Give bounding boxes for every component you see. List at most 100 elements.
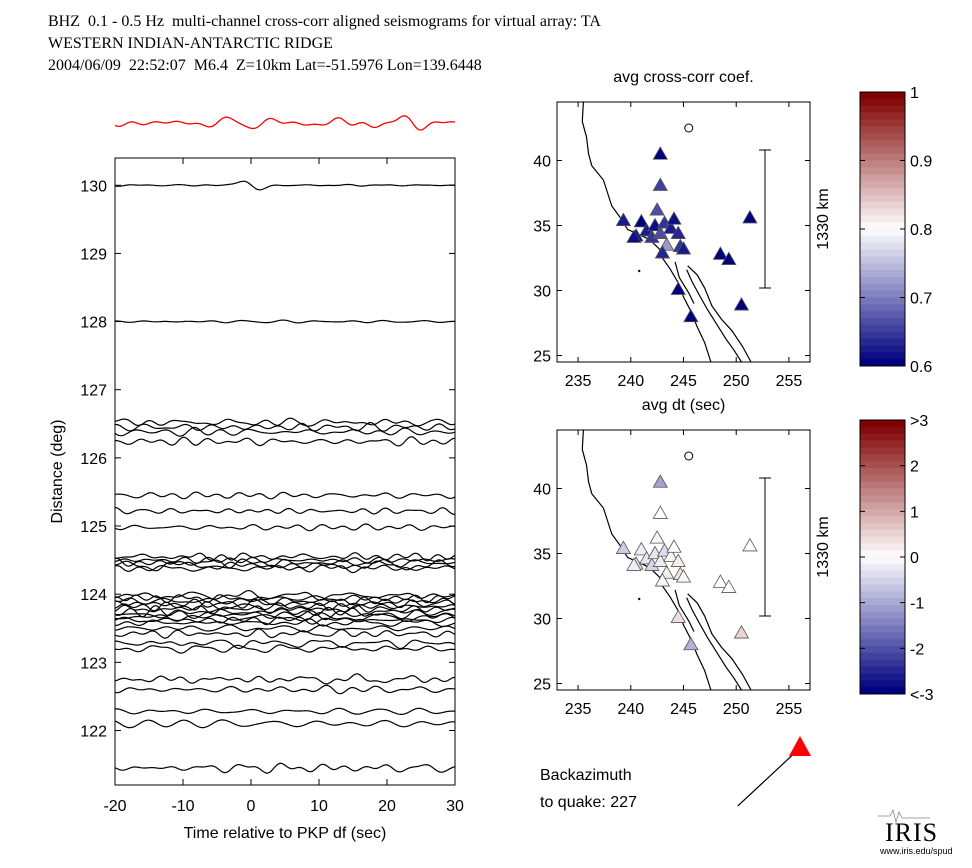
colorbar-segment [860, 139, 905, 148]
coastline [686, 597, 743, 691]
seismogram-trace [114, 628, 456, 639]
colorbar-segment [860, 488, 905, 496]
stack-trace [114, 115, 456, 131]
colorbar-segment [860, 570, 905, 579]
station-marker [652, 505, 668, 519]
colorbar-segment [860, 345, 905, 353]
seismogram-trace [114, 319, 455, 324]
colorbar-segment [860, 338, 905, 346]
seismogram-trace [115, 557, 456, 569]
colorbar-tick-label: -1 [910, 596, 924, 613]
seismogram-trace [115, 618, 456, 628]
colorbar-segment [860, 242, 905, 251]
colorbar-segment [860, 98, 905, 107]
colorbar-segment [860, 276, 905, 285]
station-marker [652, 474, 668, 488]
x-tick-label: 0 [247, 798, 256, 815]
seismogram-trace [114, 180, 455, 191]
colorbar-segment [860, 208, 905, 216]
header-line-3: 2004/06/09 22:52:07 M6.4 Z=10km Lat=-51.… [48, 57, 482, 74]
map-x-tick-label: 245 [670, 701, 697, 718]
colorbar-segment [860, 304, 905, 312]
island-outline [638, 597, 641, 601]
map-y-tick-label: 35 [533, 219, 551, 236]
colorbar-segment [860, 215, 905, 223]
colorbar-segment [860, 598, 905, 606]
colorbar-segment [860, 290, 905, 298]
colorbar-segment [860, 331, 905, 340]
station-marker [670, 553, 686, 567]
colorbar-segment [860, 646, 905, 654]
colorbar-segment [860, 461, 905, 469]
colorbar-tick-label: -2 [910, 641, 924, 658]
colorbar-segment [860, 420, 905, 428]
colorbar-segment [860, 632, 905, 640]
station-marker [633, 213, 650, 228]
station-marker [649, 202, 665, 216]
colorbar-segment [860, 426, 905, 435]
seismogram-trace [114, 608, 456, 621]
y-tick-label: 125 [80, 519, 107, 536]
y-axis-label: Distance (deg) [49, 419, 66, 523]
colorbar-segment [860, 522, 905, 531]
seismogram-trace [114, 559, 456, 572]
colorbar-tick-label: >3 [910, 413, 928, 430]
colorbar-tick-label: <-3 [910, 687, 934, 704]
colorbar-segment [860, 311, 905, 319]
station-marker [742, 209, 758, 224]
x-tick-label: 10 [310, 798, 328, 815]
map-frame [556, 429, 811, 691]
station-marker [666, 539, 682, 553]
header-line-1: BHZ 0.1 - 0.5 Hz multi-channel cross-cor… [48, 13, 601, 30]
coastline [674, 589, 695, 632]
colorbar-segment [860, 433, 905, 442]
island-outline [638, 269, 641, 273]
map-y-tick-label: 25 [533, 349, 551, 366]
y-tick-label: 130 [80, 178, 107, 195]
y-tick-label: 124 [80, 587, 107, 604]
seismogram-trace [114, 523, 456, 532]
station-marker [626, 229, 642, 243]
colorbar-segment [860, 263, 905, 271]
colorbar-segment [860, 256, 905, 264]
backazimuth-value: to quake: 227 [540, 794, 637, 811]
colorbar-segment [860, 318, 905, 326]
station-marker [615, 212, 632, 226]
colorbar-segment [860, 502, 905, 510]
station-marker [670, 225, 686, 239]
quake-marker-icon [789, 736, 811, 756]
station-marker [652, 146, 668, 160]
seismogram-trace [115, 639, 456, 650]
colorbar-segment [860, 515, 905, 524]
map-x-tick-label: 240 [617, 373, 644, 390]
y-tick-label: 123 [80, 655, 107, 672]
station-marker [733, 296, 750, 311]
colorbar-segment [860, 509, 905, 517]
map-x-tick-label: 245 [670, 373, 697, 390]
station-marker [670, 609, 686, 623]
station-marker [652, 553, 668, 567]
y-tick-label: 127 [80, 383, 107, 400]
colorbar-segment [860, 174, 905, 182]
station-marker [721, 251, 737, 265]
station-marker [663, 548, 679, 562]
colorbar-segment [860, 625, 905, 633]
colorbar-segment [860, 160, 905, 168]
colorbar-tick-label: 0.6 [910, 359, 932, 376]
colorbar-tick-label: 2 [910, 459, 919, 476]
map-x-tick-label: 250 [723, 373, 750, 390]
seismogram-trace [114, 707, 455, 716]
map-x-tick-label: 235 [565, 373, 592, 390]
seismogram-trace [114, 506, 456, 515]
colorbar-segment [860, 618, 905, 626]
colorbar-tick-label: 0.9 [910, 154, 932, 171]
colorbar-tick-label: 1 [910, 85, 919, 102]
record-section-frame [114, 157, 456, 786]
y-tick-label: 122 [80, 723, 107, 740]
colorbar-segment [860, 652, 905, 661]
colorbar-segment [860, 666, 905, 674]
x-tick-label: 30 [446, 798, 464, 815]
seismogram-trace [115, 552, 456, 562]
colorbar-segment [860, 591, 905, 599]
